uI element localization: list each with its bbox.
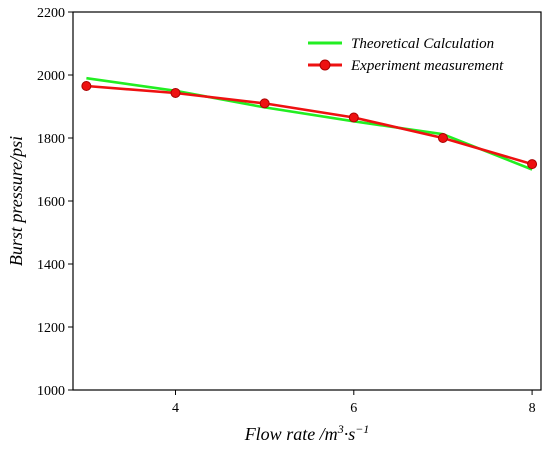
y-tick-label: 2200 (37, 6, 65, 21)
x-tick-label: 4 (172, 401, 179, 416)
x-axis-ticks: 4 6 8 (172, 390, 536, 416)
y-tick-label: 1200 (37, 321, 65, 336)
y-axis-title: Burst pressure/psi (6, 136, 26, 266)
plot-frame (72, 11, 542, 391)
series-point-1 (259, 98, 270, 109)
legend-label-experiment: Experiment measurement (350, 58, 504, 74)
series-point-1 (527, 159, 538, 170)
y-tick-label: 1600 (37, 195, 65, 210)
x-axis-title: Flow rate /m3·s−1 (244, 422, 370, 444)
y-tick-label: 1800 (37, 132, 65, 147)
x-tick-label: 8 (529, 401, 536, 416)
series-line-1 (86, 84, 533, 166)
y-tick-label: 2000 (37, 69, 65, 84)
y-tick-label: 1400 (37, 258, 65, 273)
x-axis-title-mid: ·s (344, 424, 356, 444)
series-point-1 (170, 87, 181, 98)
y-tick-label: 1000 (37, 384, 65, 399)
series-point-1 (348, 112, 359, 123)
x-axis-title-sup2: −1 (355, 422, 369, 436)
series-point-1 (437, 133, 448, 143)
series-line-0 (86, 76, 533, 171)
x-tick-label: 6 (350, 401, 357, 416)
y-axis-ticks: 1000 1200 1400 1600 1800 2000 2200 (37, 6, 73, 399)
x-axis-title-sup1: 3 (337, 422, 344, 436)
legend-label-theoretical: Theoretical Calculation (351, 36, 494, 52)
series-layer (81, 76, 538, 171)
legend: Theoretical Calculation Experiment measu… (308, 36, 504, 74)
x-axis-title-main: Flow rate /m (244, 424, 338, 444)
legend-marker-experiment (319, 59, 331, 71)
series-point-1 (81, 81, 92, 92)
